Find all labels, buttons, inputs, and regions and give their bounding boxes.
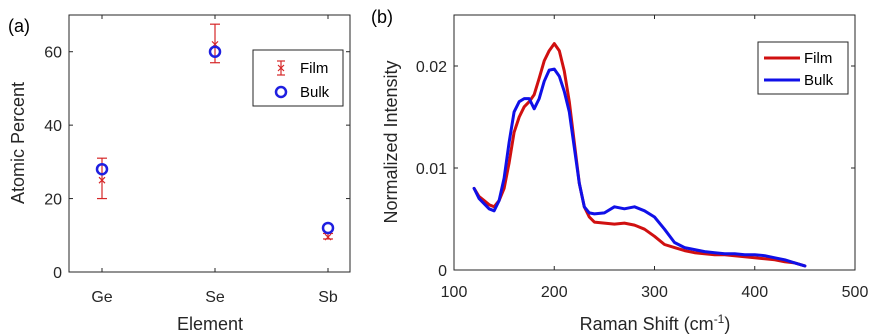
panel-a-x-tick-label: Sb	[318, 289, 338, 306]
panel-a: (a) 0 20 40 60 Ge Se Sb Element Atomic Percent…	[8, 14, 351, 334]
panel-b-x-axis-label: Raman Shift (cm-1)	[580, 312, 731, 334]
panel-b-legend: Film Bulk	[757, 41, 849, 95]
panel-b-x-tick-label: 500	[842, 284, 869, 301]
panel-a-y-tick-label: 0	[53, 265, 62, 282]
panel-a-x-tick-label: Se	[205, 289, 225, 306]
panel-a-marks	[95, 23, 335, 241]
film-point	[324, 233, 332, 241]
panel-b-label: (b)	[371, 7, 393, 27]
panel-b-legend-box	[757, 41, 849, 95]
panel-b-x-axis-label-superscript: -1	[714, 312, 725, 326]
panel-b-lines	[472, 42, 807, 268]
bulk-point	[208, 45, 222, 58]
series-line-bulk	[472, 67, 807, 268]
panel-b-x-axis-label-main: Raman Shift (cm	[580, 314, 714, 334]
panel-a-ticks: 0 20 40 60 Ge Se Sb	[44, 15, 350, 306]
panel-a-y-tick-label: 20	[44, 192, 62, 209]
panel-b-x-tick-label: 400	[741, 284, 768, 301]
legend-bulk-label: Bulk	[804, 72, 834, 89]
panel-a-y-tick-label: 40	[44, 118, 62, 135]
panel-b-y-tick-label: 0.02	[416, 59, 447, 76]
panel-a-y-tick-label: 60	[44, 45, 62, 62]
panel-a-label: (a)	[8, 16, 30, 36]
panel-b: (b) 100 200 300 400 500 0 0.01 0.02 Raman Shift…	[371, 7, 868, 334]
panel-b-y-tick-label: 0.01	[416, 161, 447, 178]
legend-film-marker	[277, 64, 285, 72]
panel-a-legend-box	[252, 49, 344, 107]
panel-a-y-axis-label: Atomic Percent	[8, 82, 28, 204]
panel-b-x-tick-label: 100	[441, 284, 468, 301]
legend-film-label: Film	[300, 60, 328, 77]
panel-a-x-tick-label: Ge	[91, 289, 112, 306]
panel-a-legend: Film Bulk	[252, 49, 344, 107]
bulk-point	[95, 162, 109, 176]
film-point	[98, 176, 106, 184]
legend-bulk-marker	[274, 85, 288, 99]
panel-b-y-axis-label: Normalized Intensity	[381, 60, 401, 223]
panel-b-y-tick-label: 0	[438, 263, 447, 280]
panel-a-axes-frame	[68, 14, 351, 273]
legend-film-label: Film	[804, 50, 832, 67]
panel-b-x-tick-label: 300	[641, 284, 668, 301]
series-line-film	[472, 42, 807, 268]
legend-bulk-label: Bulk	[300, 84, 330, 101]
panel-b-x-tick-label: 200	[541, 284, 568, 301]
bulk-point	[321, 221, 335, 235]
panel-a-x-axis-label: Element	[177, 314, 243, 334]
panel-b-ticks: 100 200 300 400 500 0 0.01 0.02	[416, 15, 869, 301]
panel-b-x-axis-label-close: )	[724, 314, 730, 334]
